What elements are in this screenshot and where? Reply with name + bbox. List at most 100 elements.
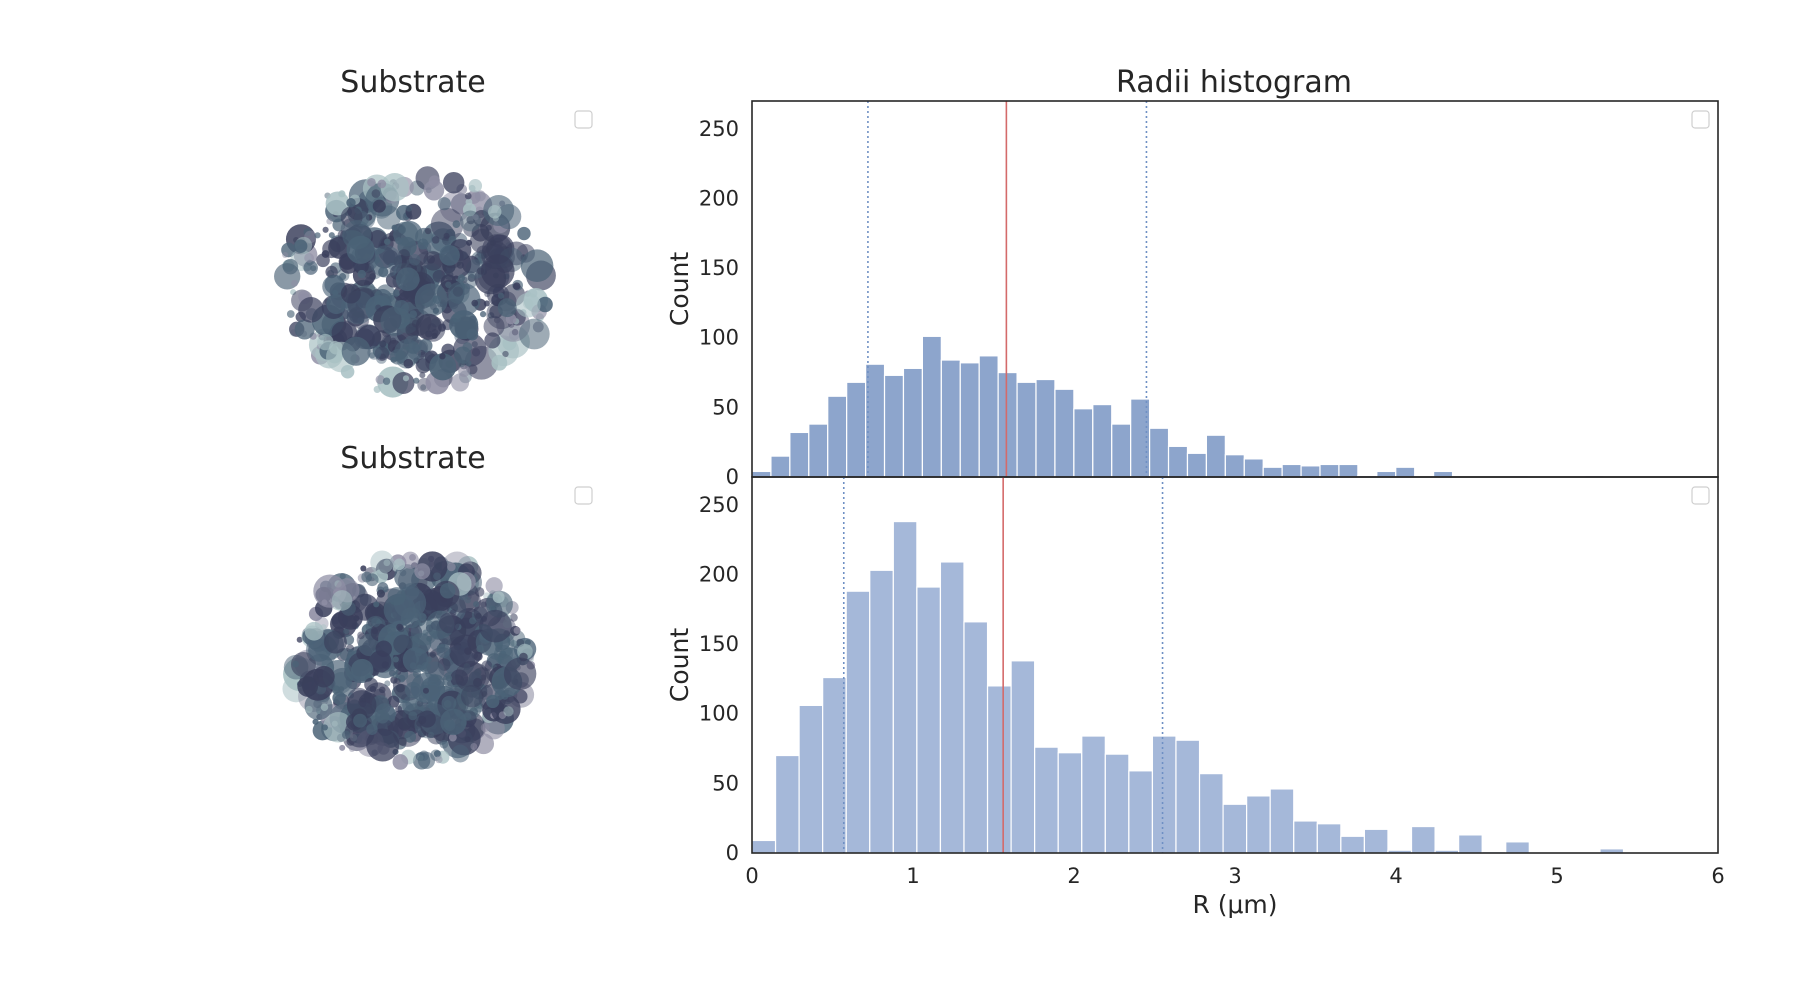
substrate-sphere (282, 251, 289, 258)
histogram-bar (869, 569, 894, 854)
substrate-sphere (497, 292, 505, 299)
substrate-sphere (403, 358, 414, 369)
substrate-sphere (439, 353, 446, 360)
histogram-top-yticks: 0 50 100 150 200 250 (699, 117, 739, 489)
substrate-sphere (367, 345, 382, 360)
histogram-bar (1410, 825, 1436, 854)
substrate-sphere (524, 639, 531, 646)
histogram-bar (1505, 841, 1530, 854)
substrate-sphere (513, 626, 521, 635)
histogram-bar (1224, 454, 1245, 478)
x-tick-label: 2 (1067, 864, 1080, 888)
substrate-sphere (451, 373, 470, 392)
histogram-top: 0 50 100 150 200 250 Count (665, 100, 1719, 489)
substrate-sphere (443, 700, 452, 708)
substrate-sphere (393, 558, 406, 571)
substrate-sphere (475, 612, 482, 619)
histogram-bottom-frame (751, 476, 1719, 854)
substrate-sphere (398, 736, 407, 746)
substrate-sphere (376, 589, 386, 598)
histogram-bar (1246, 795, 1271, 854)
histogram-top-bars (751, 335, 1605, 478)
substrate-sphere (402, 375, 410, 382)
substrate-sphere (364, 263, 375, 273)
substrate-sphere (497, 298, 517, 318)
histogram-bar (751, 470, 772, 478)
substrate-title-bottom: Substrate (340, 441, 485, 476)
substrate-sphere (392, 289, 401, 297)
substrate-sphere (418, 710, 436, 728)
substrate-sphere (400, 607, 422, 629)
histogram-bar (845, 590, 871, 854)
histogram-bar (808, 423, 829, 478)
substrate-sphere (470, 742, 478, 750)
substrate-sphere (312, 718, 319, 725)
substrate-sphere (305, 705, 313, 714)
substrate-sphere (409, 310, 418, 319)
substrate-sphere (342, 612, 358, 628)
legend-checkbox-histogram-bottom[interactable] (1691, 486, 1710, 505)
y-tick-label: 250 (699, 117, 739, 141)
substrate-sphere (298, 297, 324, 323)
substrate-sphere (424, 227, 432, 235)
substrate-sphere (291, 279, 299, 287)
histogram-bar (1395, 466, 1416, 478)
substrate-sphere (394, 339, 422, 367)
y-tick-label: 50 (712, 771, 739, 795)
histogram-bar (1205, 434, 1226, 478)
histogram-bar (1433, 470, 1454, 478)
substrate-sphere (357, 631, 365, 640)
histogram-bar (1034, 746, 1059, 854)
histogram-bar (1167, 445, 1189, 478)
substrate-sphere (445, 281, 452, 288)
substrate-sphere (447, 281, 470, 304)
substrate-sphere (433, 750, 441, 758)
substrate-sphere (415, 313, 442, 340)
substrate-sphere (322, 239, 341, 259)
substrate-sphere (394, 564, 420, 590)
x-tick-label: 4 (1389, 864, 1402, 888)
substrate-sphere (392, 672, 399, 679)
y-tick-label: 150 (699, 632, 739, 656)
substrate-sphere (452, 286, 464, 297)
histogram-top-lines (867, 101, 1148, 477)
substrate-sphere (375, 304, 382, 311)
substrate-title-top: Substrate (340, 65, 485, 100)
substrate-sphere (351, 658, 374, 682)
substrate-sphere (380, 173, 409, 202)
substrate-sphere (392, 754, 409, 770)
substrate-sphere (484, 332, 501, 349)
substrate-sphere (346, 308, 365, 327)
substrate-sphere (422, 687, 429, 694)
substrate-sphere (429, 651, 436, 658)
substrate-sphere (321, 724, 328, 731)
substrate-sphere (404, 730, 417, 743)
substrate-sphere (418, 338, 433, 353)
substrate-sphere (502, 350, 509, 358)
legend-checkbox-substrate-top[interactable] (574, 110, 593, 129)
legend-checkbox-histogram-top[interactable] (1691, 110, 1710, 129)
substrate-sphere (364, 677, 378, 692)
histogram-bar (892, 520, 918, 854)
x-tick-label: 0 (745, 864, 758, 888)
substrate-sphere (375, 640, 392, 657)
histogram-bottom: 0 50 100 150 200 250 0 1 2 3 4 5 6 Count R (μm) (665, 476, 1725, 919)
substrate-sphere (346, 198, 356, 208)
histogram-bar (1198, 773, 1224, 854)
histogram-bar (1316, 823, 1342, 854)
substrate-sphere (392, 656, 399, 663)
substrate-sphere (342, 220, 372, 250)
histogram-bar (1128, 770, 1154, 854)
substrate-sphere (447, 562, 456, 572)
substrate-sphere (374, 346, 390, 361)
histogram-bar (1175, 739, 1201, 854)
legend-checkbox-substrate-bottom[interactable] (574, 486, 593, 505)
substrate-sphere (452, 220, 461, 228)
histogram-bar (997, 371, 1018, 478)
substrate-sphere (347, 648, 354, 655)
y-tick-label: 100 (699, 702, 739, 726)
histogram-bar (1293, 820, 1318, 854)
histogram-bar (1281, 463, 1302, 478)
substrate-sphere (405, 204, 413, 212)
substrate-sphere (435, 755, 443, 764)
